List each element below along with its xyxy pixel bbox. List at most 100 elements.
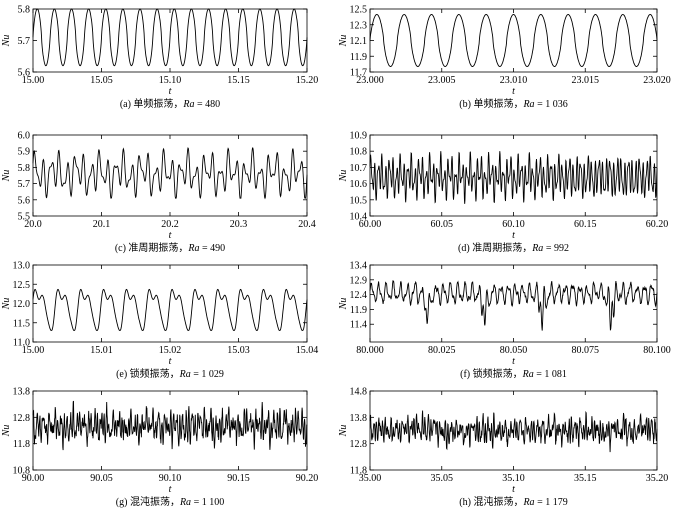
caption-ra-symbol: Ra [187, 243, 199, 254]
caption-label: (a) 单频振荡， [120, 97, 184, 110]
x-tick-label: 80.100 [643, 345, 671, 356]
y-axis-label: Nu [338, 170, 349, 183]
x-tick-label: 60.10 [502, 219, 525, 230]
caption-label: (b) 单频振荡， [459, 97, 523, 110]
y-tick-label: 5.7 [18, 179, 31, 190]
caption-label: (g) 混沌振荡， [116, 495, 180, 508]
x-tick-label: 15.02 [159, 345, 182, 356]
x-tick-label: 90.20 [296, 473, 319, 484]
x-tick-label: 15.04 [296, 345, 319, 356]
nu-series-line-a [32, 8, 308, 67]
x-tick-label: 20.3 [230, 219, 248, 230]
y-tick-label: 5.8 [18, 5, 31, 16]
y-axis-label: Nu [338, 425, 349, 438]
x-tick-label: 15.01 [90, 345, 113, 356]
y-tick-label: 14.8 [350, 387, 368, 398]
caption-ra-symbol: Ra [182, 99, 194, 110]
caption-ra-symbol: Ra [522, 369, 534, 380]
y-tick-label: 12.8 [350, 439, 368, 450]
x-axis-label: t [169, 484, 172, 495]
x-tick-label: 35.05 [431, 473, 454, 484]
x-tick-label: 15.00 [22, 75, 45, 86]
x-tick-label: 60.20 [646, 219, 669, 230]
y-tick-label: 12.3 [350, 20, 368, 31]
y-tick-label: 12.9 [350, 275, 368, 286]
panel-h: 35.00 35.05 35.10 35.15 35.20 11.8 12.8 13.8 14.… [338, 387, 668, 509]
panel-c: 20.0 20.1 20.2 20.3 20.4 5.5 5.6 5.7 5.8 5.9 6.0 Nu… [1, 131, 316, 255]
panel-caption: (d) 准周期振荡，Ra = 992 [458, 241, 569, 254]
caption-label: (f) 锁频振荡， [460, 367, 523, 380]
x-tick-label: 20.0 [24, 219, 42, 230]
caption-ra-value: = 1 081 [534, 369, 567, 380]
x-axis-label: t [169, 230, 172, 241]
x-tick-label: 20.4 [298, 219, 316, 230]
y-tick-label: 6.0 [18, 131, 31, 142]
x-tick-label: 90.00 [22, 473, 45, 484]
y-tick-label: 10.6 [350, 179, 368, 190]
plot-frame-f [369, 264, 658, 343]
y-tick-label: 5.6 [18, 68, 31, 79]
y-tick-label: 5.7 [18, 36, 31, 47]
y-tick-label: 13.8 [13, 387, 31, 398]
y-tick-label: 5.9 [18, 147, 31, 158]
caption-label: (e) 锁频振荡， [116, 367, 180, 380]
caption-ra-symbol: Ra [531, 243, 543, 254]
y-tick-label: 12.5 [13, 280, 31, 291]
panel-caption: (c) 准周期振荡，Ra = 490 [115, 241, 225, 254]
x-tick-label: 15.15 [227, 75, 250, 86]
y-axis-label: Nu [338, 298, 349, 311]
y-tick-label: 10.8 [350, 147, 368, 158]
panel-caption: (f) 锁频振荡，Ra = 1 081 [460, 367, 567, 380]
x-tick-label: 90.15 [227, 473, 250, 484]
x-tick-label: 90.10 [159, 473, 182, 484]
y-tick-label: 5.6 [18, 195, 31, 206]
y-tick-label: 12.1 [350, 36, 368, 47]
caption-ra-value: = 1 029 [191, 369, 224, 380]
panel-d: 60.00 60.05 60.10 60.15 60.20 10.4 10.5 10.6 10.… [338, 131, 668, 255]
panel-a: 15.00 15.05 15.10 15.15 15.20 5.6 5.7 5.8 Nu t(a)… [1, 5, 318, 111]
plot-frame-c [32, 134, 308, 217]
caption-ra-symbol: Ra [179, 369, 191, 380]
caption-ra-value: = 1 036 [535, 99, 568, 110]
x-tick-label: 15.00 [22, 345, 45, 356]
x-tick-label: 60.15 [574, 219, 597, 230]
y-axis-label: Nu [1, 170, 12, 183]
panel-e: 15.00 15.01 15.02 15.03 15.04 11.0 11.5 12.0 12.… [1, 261, 318, 381]
panel-caption: (e) 锁频振荡，Ra = 1 029 [116, 367, 224, 380]
x-tick-label: 80.075 [572, 345, 600, 356]
y-tick-label: 13.8 [350, 413, 368, 424]
x-tick-label: 90.05 [90, 473, 113, 484]
y-tick-label: 10.8 [13, 466, 31, 477]
y-axis-label: Nu [1, 425, 12, 438]
caption-ra-value: = 992 [543, 243, 569, 254]
x-tick-label: 80.025 [428, 345, 456, 356]
x-axis-label: t [512, 484, 515, 495]
x-tick-label: 80.050 [500, 345, 528, 356]
x-tick-label: 15.05 [90, 75, 113, 86]
y-tick-label: 13.4 [350, 261, 368, 272]
x-tick-label: 35.15 [574, 473, 597, 484]
y-tick-label: 11.4 [350, 320, 367, 331]
x-tick-label: 35.00 [359, 473, 382, 484]
x-tick-label: 60.00 [359, 219, 382, 230]
y-axis-label: Nu [338, 35, 349, 48]
x-tick-label: 15.03 [227, 345, 250, 356]
caption-ra-symbol: Ra [179, 497, 191, 508]
x-tick-label: 23.020 [643, 75, 671, 86]
nu-series-line-c [32, 147, 308, 200]
x-axis-label: t [512, 230, 515, 241]
x-tick-label: 15.20 [296, 75, 319, 86]
y-tick-label: 5.8 [18, 163, 31, 174]
y-tick-label: 11.9 [350, 52, 367, 63]
x-tick-label: 20.1 [93, 219, 111, 230]
y-tick-label: 10.4 [350, 212, 368, 223]
y-tick-label: 11.9 [350, 305, 367, 316]
y-tick-label: 11.5 [13, 318, 30, 329]
x-tick-label: 23.015 [572, 75, 600, 86]
panel-g: 90.00 90.05 90.10 90.15 90.20 10.8 11.8 12.8 13.… [1, 387, 318, 509]
caption-ra-value: = 480 [195, 99, 221, 110]
x-tick-label: 60.05 [431, 219, 454, 230]
y-tick-label: 12.8 [13, 413, 31, 424]
y-tick-label: 10.7 [350, 163, 368, 174]
